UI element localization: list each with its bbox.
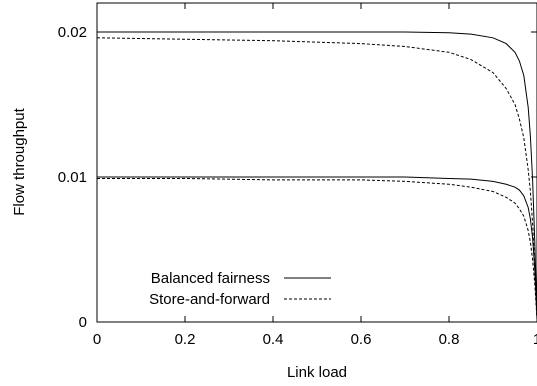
legend-label-1: Store-and-forward xyxy=(149,291,270,308)
series-lines xyxy=(96,31,537,320)
x-tick-label-1: 0.2 xyxy=(175,331,196,348)
series-line-3 xyxy=(97,177,537,320)
series-line-1 xyxy=(96,37,537,318)
y-tick-label-2: 0.02 xyxy=(58,24,87,41)
legend: Balanced fairness Store-and-forward xyxy=(149,270,331,308)
x-tick-label-2: 0.4 xyxy=(263,331,284,348)
x-tick-label-5: 1 xyxy=(533,331,537,348)
x-tick-label-0: 0 xyxy=(93,331,101,348)
y-axis-ticks: 0 0.01 0.02 xyxy=(58,24,537,331)
series-line-2 xyxy=(97,176,537,320)
legend-label-0: Balanced fairness xyxy=(151,270,270,287)
series-line-0 xyxy=(97,31,537,318)
y-axis-title: Flow throughput xyxy=(11,107,28,215)
x-tick-label-3: 0.6 xyxy=(351,331,372,348)
y-tick-label-1: 0.01 xyxy=(58,169,87,186)
x-axis-ticks: 0 0.2 0.4 0.6 0.8 1 xyxy=(93,3,537,348)
x-axis-title: Link load xyxy=(287,364,347,381)
x-tick-label-4: 0.8 xyxy=(439,331,460,348)
plot-frame xyxy=(96,2,537,323)
y-tick-label-0: 0 xyxy=(79,314,87,331)
